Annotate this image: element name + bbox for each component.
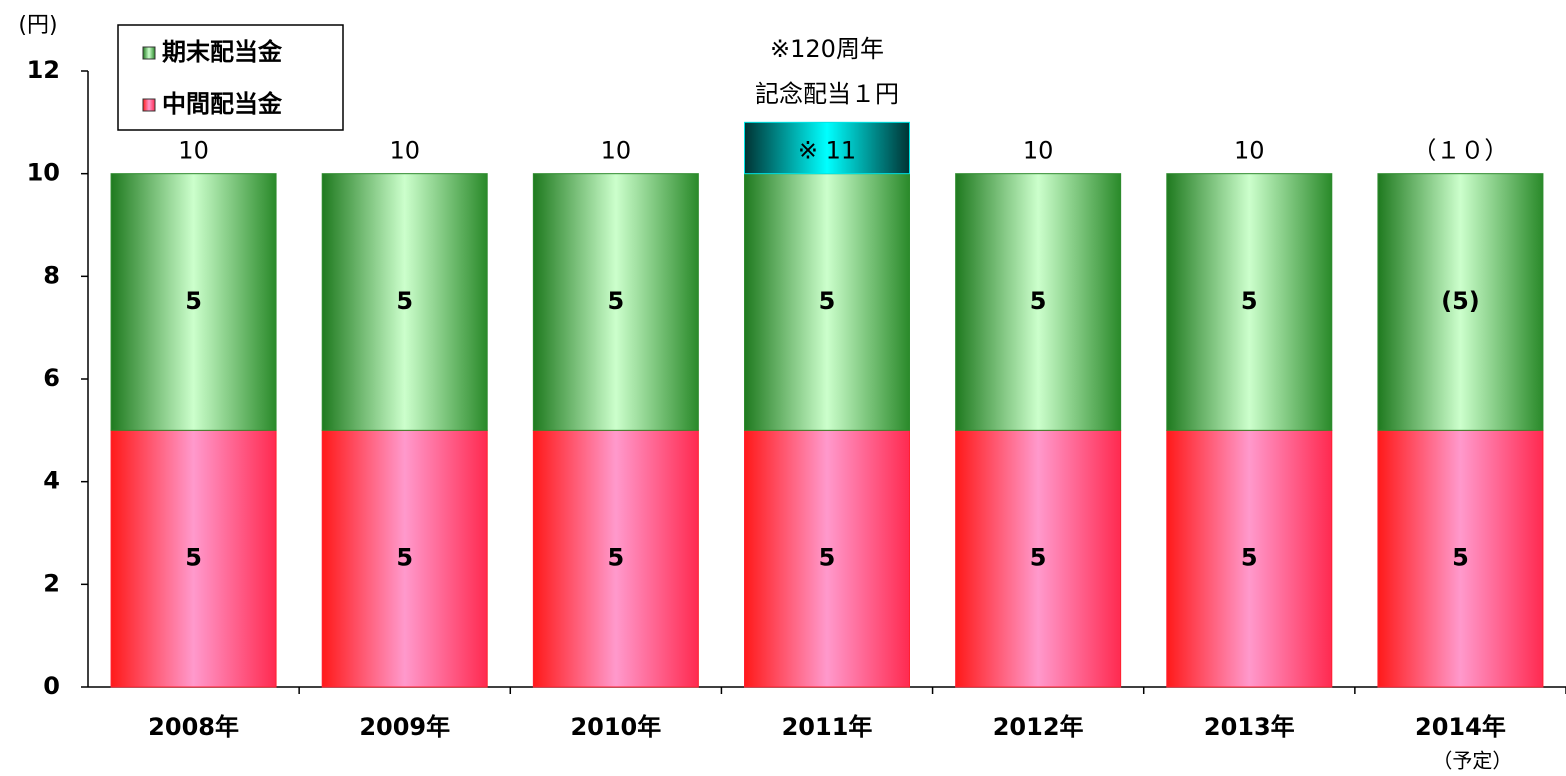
x-tick-label: 2010年 [570, 713, 661, 741]
y-tick-label: 2 [43, 569, 60, 597]
segment-label: 5 [819, 287, 836, 315]
bar-segment [1166, 173, 1333, 431]
y-tick-label: 12 [27, 56, 60, 84]
segment-label: 5 [1030, 544, 1047, 572]
x-tick-label: 2014年 [1415, 713, 1506, 741]
bar-segment [532, 429, 699, 688]
annotation-line: 記念配当１円 [755, 80, 899, 108]
x-tick-label: 2011年 [782, 713, 873, 741]
bar-segment [532, 173, 699, 431]
segment-label: (5) [1441, 287, 1480, 315]
y-tick-label: 4 [43, 467, 60, 495]
segment-label: 5 [1452, 544, 1469, 572]
segment-label: 5 [396, 287, 413, 315]
bar-segment [110, 173, 277, 431]
total-label: 10 [601, 137, 632, 165]
legend-box [117, 24, 344, 131]
x-tick-label: 2009年 [359, 713, 450, 741]
bar-segment [744, 121, 910, 175]
segment-label: 5 [185, 287, 202, 315]
legend-label: 中間配当金 [162, 90, 283, 118]
y-tick-label: 8 [43, 261, 60, 289]
bar-segment [955, 429, 1122, 688]
segment-label: 5 [185, 544, 202, 572]
y-axis-label: (円) [18, 13, 57, 38]
segment-label: 5 [608, 544, 625, 572]
total-label: 10 [1234, 137, 1265, 165]
bar-segment [1377, 429, 1544, 688]
bar-segment [955, 173, 1122, 431]
segment-label: 5 [1030, 287, 1047, 315]
bar-segment [110, 429, 277, 688]
total-label: （１０） [1412, 137, 1508, 165]
bar-segment [321, 429, 488, 688]
segment-label: 5 [608, 287, 625, 315]
legend-swatch [142, 98, 156, 112]
segment-label: 5 [396, 544, 413, 572]
x-tick-note: （予定） [1432, 749, 1512, 773]
bar-segment [744, 173, 910, 431]
bar-segment [1166, 429, 1333, 688]
segment-label: 5 [819, 544, 836, 572]
y-tick-label: 0 [43, 672, 60, 700]
legend-swatch [142, 46, 156, 60]
x-tick-label: 2012年 [993, 713, 1084, 741]
total-label: ※ 11 [798, 137, 856, 165]
x-tick-label: 2013年 [1204, 713, 1295, 741]
total-label: 10 [389, 137, 420, 165]
annotation-line: ※120周年 [770, 35, 884, 63]
bar-segment [321, 173, 488, 431]
y-tick-label: 6 [43, 364, 60, 392]
total-label: 10 [178, 137, 209, 165]
legend-label: 期末配当金 [162, 38, 283, 66]
y-tick-label: 10 [27, 159, 60, 187]
total-label: 10 [1023, 137, 1054, 165]
segment-label: 5 [1241, 287, 1258, 315]
x-tick-label: 2008年 [148, 713, 239, 741]
bar-segment [1377, 173, 1544, 431]
segment-label: 5 [1241, 544, 1258, 572]
